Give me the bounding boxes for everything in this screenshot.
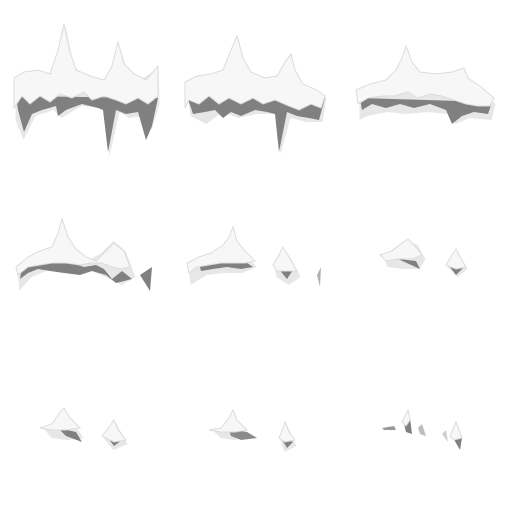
snow-chunk [278,420,296,443]
snow-body [15,217,131,276]
snow-cap-frame-3 [355,44,496,124]
snow-shadow [229,430,257,440]
snow-body [13,23,159,110]
snow-shadow [20,259,132,283]
sprite-frame-8 [171,342,341,512]
snow-cap-frame-1 [13,23,160,156]
sprite-frame-4 [0,171,170,341]
snow-chunk [445,248,467,270]
snow-body [186,225,257,274]
sprite-frame-3 [342,0,512,170]
snow-body [401,408,411,427]
snow-shadow [360,98,492,124]
snow-chunk [449,420,463,441]
snow-shadow [398,259,420,269]
snow-body [355,44,495,107]
snow-shadow-drip [140,267,152,291]
snow-chunk [101,418,127,443]
snow-cap-frame-8 [208,408,297,452]
snow-cap-frame-9 [382,408,463,450]
snow-shadow [187,96,325,152]
sprite-frame-2 [171,0,341,170]
snow-cap-frame-5 [186,225,321,287]
snow-body [184,34,326,111]
snow-body [379,238,423,262]
snow-fleck [382,426,396,430]
sprite-frame-5 [171,171,341,341]
snow-shadow [58,428,82,442]
sprite-frame-6 [342,171,512,341]
snow-fleck [442,430,448,442]
snow-fleck [418,424,426,436]
snow-drip [317,267,321,287]
snow-chunk [272,245,298,272]
snow-body [39,407,82,431]
sprite-frame-7 [0,342,170,512]
snow-cap-frame-4 [15,217,152,291]
snow-cap-frame-2 [184,34,327,154]
snow-cap-frame-6 [379,238,468,277]
snow-shadow [16,96,158,152]
sprite-frame-9 [342,342,512,512]
snow-chunk-shadow [450,267,464,275]
sprite-frame-1 [0,0,170,170]
snow-cap-frame-7 [39,407,128,450]
snow-body [208,408,249,433]
